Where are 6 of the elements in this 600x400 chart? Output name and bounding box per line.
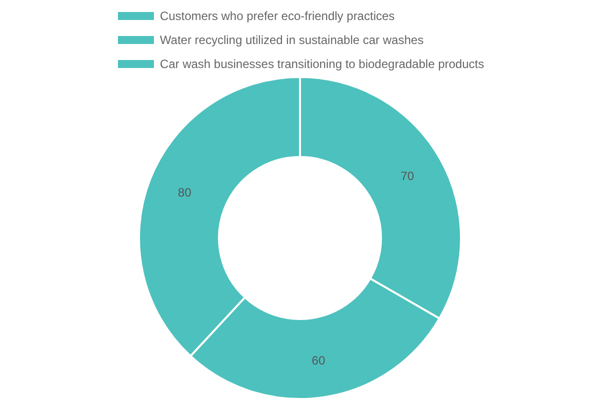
legend-label: Water recycling utilized in sustainable car washes bbox=[160, 33, 424, 47]
legend-label: Car wash businesses transitioning to biodegradable products bbox=[160, 57, 484, 71]
data-label: 80 bbox=[178, 186, 192, 200]
legend-label: Customers who prefer eco-friendly practices bbox=[160, 9, 395, 23]
data-label: 70 bbox=[400, 169, 414, 183]
data-label: 60 bbox=[312, 354, 326, 368]
